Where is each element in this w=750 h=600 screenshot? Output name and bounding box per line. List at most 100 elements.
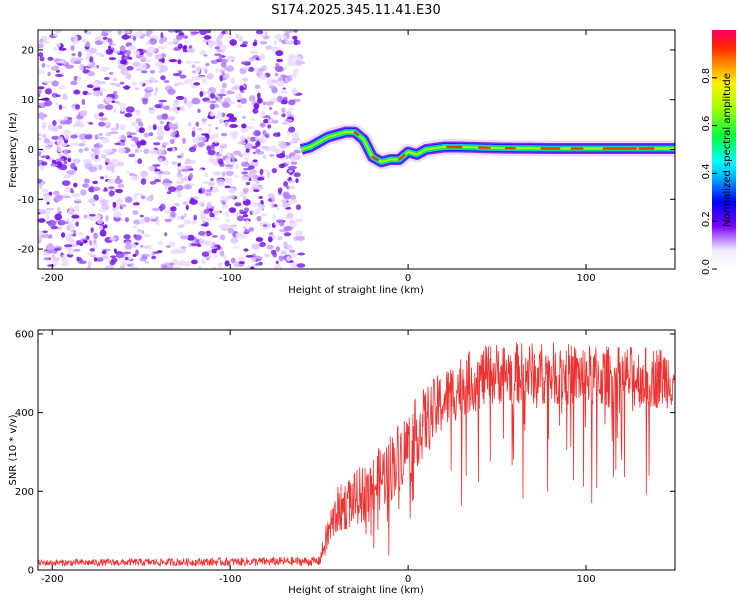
- noise-speckle-dot: [43, 195, 52, 202]
- noise-speckle-dot: [169, 138, 175, 144]
- noise-speckle-dot: [51, 135, 60, 140]
- noise-speckle-dot: [54, 213, 63, 221]
- noise-speckle-dot: [73, 205, 80, 212]
- noise-speckle-dot: [285, 216, 292, 220]
- noise-speckle-dot: [53, 47, 58, 52]
- noise-speckle-dot: [116, 175, 120, 181]
- noise-speckle-dot: [178, 260, 187, 267]
- noise-speckle-dot: [78, 257, 83, 262]
- noise-speckle-dot: [76, 240, 81, 246]
- noise-speckle-dot: [151, 77, 157, 83]
- noise-speckle-dot: [51, 159, 57, 165]
- noise-speckle-dot: [262, 107, 267, 110]
- noise-speckle-dot: [265, 45, 273, 50]
- noise-speckle-dot: [159, 203, 166, 211]
- noise-speckle-dot: [243, 157, 250, 161]
- noise-speckle-dot: [111, 169, 115, 173]
- noise-speckle-dot: [39, 56, 45, 62]
- noise-speckle-dot: [120, 260, 128, 267]
- noise-speckle-dot: [163, 80, 170, 83]
- noise-speckle-dot: [38, 112, 46, 119]
- noise-speckle-dot: [178, 32, 185, 37]
- noise-speckle-dot: [115, 101, 120, 104]
- noise-speckle-dot: [71, 53, 76, 56]
- noise-speckle-dot: [176, 184, 184, 191]
- noise-speckle-dot: [177, 191, 182, 198]
- noise-speckle-dot: [131, 81, 137, 86]
- noise-speckle-dot: [233, 261, 240, 268]
- noise-speckle-dot: [88, 215, 98, 222]
- noise-speckle-dot: [56, 42, 61, 48]
- noise-speckle-dot: [148, 132, 154, 137]
- noise-speckle-dot: [110, 127, 118, 131]
- noise-speckle-dot: [225, 219, 231, 223]
- noise-speckle-dot: [213, 252, 218, 258]
- noise-speckle-dot: [235, 34, 239, 39]
- noise-speckle-dot: [221, 30, 226, 35]
- noise-speckle-dot: [52, 120, 57, 126]
- noise-speckle-dot: [70, 134, 78, 139]
- noise-speckle-dot: [242, 226, 247, 230]
- noise-speckle-dot: [287, 244, 293, 250]
- noise-speckle-dot: [53, 248, 61, 251]
- noise-speckle-dot: [245, 148, 250, 153]
- noise-speckle-dot: [205, 62, 210, 67]
- noise-speckle-dot: [217, 111, 223, 118]
- noise-speckle-dot: [295, 218, 303, 222]
- noise-speckle-dot: [120, 68, 129, 76]
- noise-speckle-dot: [129, 172, 135, 177]
- noise-speckle-dot: [134, 234, 142, 241]
- noise-speckle-dot: [52, 258, 59, 266]
- noise-speckle-dot: [91, 148, 96, 152]
- noise-speckle-dot: [96, 52, 100, 56]
- noise-speckle-dot: [153, 90, 158, 97]
- noise-speckle-dot: [200, 223, 208, 227]
- noise-speckle-dot: [97, 35, 105, 38]
- noise-speckle-dot: [89, 213, 96, 217]
- noise-speckle-dot: [235, 93, 243, 100]
- noise-speckle-dot: [50, 65, 60, 71]
- noise-speckle-dot: [69, 238, 73, 245]
- noise-speckle-dot: [119, 106, 126, 112]
- noise-speckle-dot: [249, 50, 259, 54]
- noise-speckle-dot: [172, 106, 178, 113]
- noise-speckle-dot: [166, 41, 173, 46]
- noise-speckle-dot: [179, 74, 187, 79]
- noise-speckle-dot: [282, 96, 288, 101]
- noise-speckle-dot: [66, 233, 73, 240]
- noise-speckle-dot: [193, 82, 201, 86]
- noise-speckle-dot: [257, 92, 261, 99]
- noise-speckle-dot: [122, 85, 131, 89]
- noise-speckle-dot: [67, 157, 72, 163]
- noise-speckle-dot: [284, 118, 293, 123]
- noise-speckle-dot: [293, 172, 301, 178]
- noise-speckle-dot: [82, 183, 90, 188]
- noise-speckle-dot: [78, 122, 85, 128]
- noise-speckle-dot: [184, 158, 192, 163]
- noise-speckle-dot: [278, 163, 286, 169]
- noise-speckle-dot: [104, 96, 113, 102]
- noise-speckle-dot: [131, 121, 137, 127]
- noise-speckle-dot: [176, 35, 186, 39]
- colorbar-tick-label: 0.6: [701, 116, 712, 132]
- noise-speckle-dot: [162, 171, 171, 175]
- x-tick-label: -100: [219, 574, 242, 585]
- noise-speckle-dot: [262, 116, 269, 119]
- noise-speckle-dot: [240, 44, 248, 48]
- noise-speckle-dot: [124, 113, 133, 118]
- noise-speckle-dot: [90, 227, 94, 233]
- noise-speckle-dot: [146, 195, 154, 202]
- noise-speckle-dot: [152, 176, 157, 179]
- noise-speckle-dot: [136, 228, 142, 233]
- noise-speckle-dot: [98, 112, 104, 117]
- noise-speckle-dot: [162, 36, 168, 43]
- noise-speckle-dot: [46, 201, 50, 205]
- noise-speckle-dot: [191, 76, 195, 82]
- noise-speckle-dot: [70, 190, 74, 194]
- noise-speckle-dot: [42, 230, 48, 234]
- noise-speckle-dot: [198, 188, 202, 194]
- noise-speckle-dot: [39, 183, 43, 190]
- noise-speckle-dot: [120, 134, 126, 140]
- noise-speckle-dot: [206, 145, 212, 152]
- noise-speckle-dot: [130, 262, 135, 266]
